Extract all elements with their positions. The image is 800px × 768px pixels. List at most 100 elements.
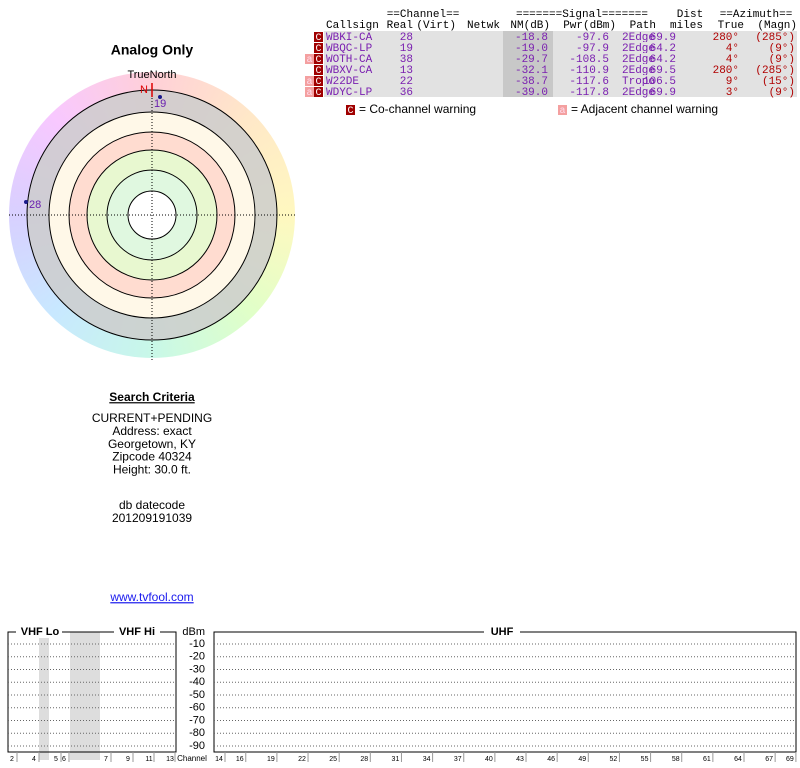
cell-true: 280° [713, 65, 739, 77]
warning-letter: a [559, 106, 565, 117]
group-header: ==Channel== [387, 9, 460, 21]
column-header: Netwk [467, 20, 500, 32]
cell-nm: -29.7 [515, 54, 548, 66]
warning-letter: C [315, 44, 321, 55]
nm-bg [503, 42, 553, 53]
nm-bg [503, 64, 553, 75]
level-label: -50 [189, 689, 205, 701]
spectrum: VHF Lo VHF Hi UHF dBm Channel -10-20-30-… [7, 626, 797, 763]
channel-label: 28 [360, 756, 368, 763]
nm-bg [503, 86, 553, 97]
channel-label: 58 [672, 756, 680, 763]
warning-icon [305, 76, 314, 86]
cell-pwr: -97.6 [576, 32, 609, 44]
polar-rings [9, 83, 295, 360]
warning-icon [305, 87, 314, 97]
nm-bg [503, 53, 553, 64]
cell-nm: -38.7 [515, 76, 548, 88]
band-label: VHF Hi [119, 626, 155, 638]
channel-label: 25 [329, 756, 337, 763]
level-label: -80 [189, 727, 205, 739]
group-header: Dist [677, 9, 703, 21]
channel-label: 7 [104, 756, 108, 763]
label-bg [16, 626, 62, 638]
cell-magn: (9°) [769, 87, 795, 99]
channel-label: 31 [392, 756, 400, 763]
station-table: ==Channel== =======Signal======= Dist ==Azi… [305, 9, 797, 117]
datecode: 201209191039 [112, 511, 192, 525]
cell-pwr: -97.9 [576, 43, 609, 55]
channel-label: 6 [62, 756, 66, 763]
level-label: -90 [189, 740, 205, 752]
cell-pwr: -110.9 [569, 65, 609, 77]
plot-title: Analog Only [111, 42, 194, 58]
cell-dist: 106.5 [643, 76, 676, 88]
warning-icon [558, 105, 567, 115]
channel-label: 19 [267, 756, 275, 763]
level-label: -70 [189, 714, 205, 726]
cell-true: 280° [713, 32, 739, 44]
shade [70, 632, 100, 760]
north-label: TrueNorth [127, 69, 176, 81]
marker-label: 19 [154, 98, 166, 110]
channel-label: 22 [298, 756, 306, 763]
warning-icon [346, 105, 355, 115]
column-header: miles [670, 20, 703, 32]
search-criteria: Search Criteria db datecode 201209191039… [92, 390, 212, 525]
site-link[interactable]: www.tvfool.com [109, 590, 193, 604]
channel-label: 52 [610, 756, 618, 763]
column-header: Pwr(dBm) [563, 20, 616, 32]
label-bg [484, 626, 520, 638]
cell-magn: (285°) [755, 32, 795, 44]
row-bg [324, 31, 797, 42]
cell-pwr: -108.5 [569, 54, 609, 66]
north-letter: N [140, 84, 148, 96]
cell-dist: 64.2 [650, 54, 676, 66]
vhf-frame [7, 631, 177, 753]
channel-label: 46 [547, 756, 555, 763]
channel-label: 2 [10, 756, 14, 763]
cell-real: 22 [400, 76, 413, 88]
level-label: -30 [189, 663, 205, 675]
warning-icon [314, 43, 323, 53]
column-header: Callsign [326, 20, 379, 32]
channel-label: 40 [485, 756, 493, 763]
channel-label: 67 [765, 756, 773, 763]
channel-label: 64 [734, 756, 742, 763]
criteria-title: Search Criteria [109, 390, 195, 404]
cell-callsign: WBQC-LP [326, 43, 373, 55]
warning-letter: C [347, 106, 353, 117]
cell-path: 2Edge [622, 65, 655, 77]
band-label: VHF Lo [21, 626, 60, 638]
column-header: NM(dB) [510, 20, 550, 32]
cell-callsign: WOTH-CA [326, 54, 373, 66]
cell-nm: -39.0 [515, 87, 548, 99]
warning-letter: a [306, 55, 312, 66]
shade [39, 632, 49, 760]
column-header: True [718, 20, 744, 32]
cell-true: 4° [726, 43, 739, 55]
row-bg [324, 75, 797, 86]
cell-dist: 69.9 [650, 87, 676, 99]
level-label: -20 [189, 651, 205, 663]
cell-magn: (285°) [755, 65, 795, 77]
warning-letter: C [315, 66, 321, 77]
channel-label: 69 [786, 756, 794, 763]
label-bg [114, 626, 160, 638]
criteria-line: Zipcode 40324 [112, 450, 192, 464]
cell-real: 28 [400, 32, 413, 44]
criteria-line: CURRENT+PENDING [92, 411, 212, 425]
cell-nm: -18.8 [515, 32, 548, 44]
marker-label: 28 [29, 199, 41, 211]
channel-label: 9 [126, 756, 130, 763]
warning-letter: C [315, 88, 321, 99]
level-label: -10 [189, 638, 205, 650]
warning-icon [305, 54, 314, 64]
criteria-line: Height: 30.0 ft. [113, 462, 191, 476]
legend-text: = Co-channel warning [359, 102, 476, 116]
row-bg [324, 42, 797, 53]
row-bg [324, 53, 797, 64]
cell-dist: 69.5 [650, 65, 676, 77]
